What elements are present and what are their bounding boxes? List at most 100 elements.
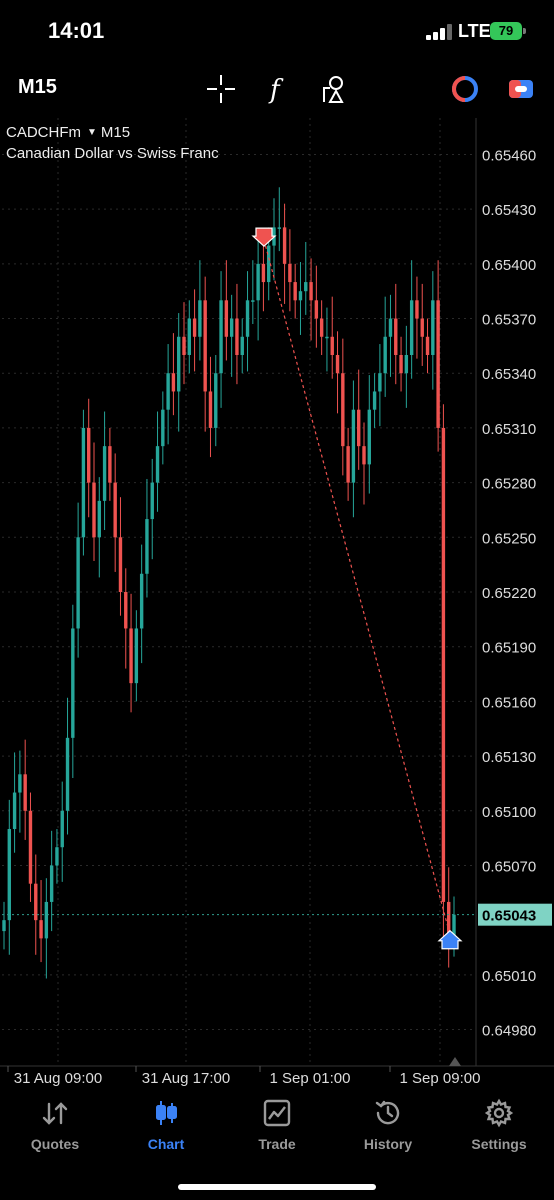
tab-trade[interactable]: Trade — [222, 1098, 332, 1158]
indicators-icon[interactable]: f — [260, 72, 294, 106]
candle-body — [208, 391, 213, 428]
chart-symbol[interactable]: CADCHFm ▼ M15 — [6, 124, 130, 141]
candle-body — [293, 282, 297, 301]
chart-shift-marker-icon — [449, 1057, 461, 1066]
time-tick-label: 1 Sep 09:00 — [400, 1070, 481, 1087]
price-tick-label: 0.65400 — [482, 257, 536, 274]
candle-body — [134, 628, 139, 684]
price-tick-label: 0.65250 — [482, 530, 536, 547]
price-tick-label: 0.65310 — [482, 421, 536, 438]
signal-strength-icon — [426, 24, 454, 40]
candle-body — [330, 336, 334, 355]
candle-body — [378, 373, 382, 392]
candle-body — [447, 901, 451, 939]
objects-icon[interactable] — [316, 72, 350, 106]
candle-body — [409, 300, 414, 355]
quotes-arrows-icon — [42, 1102, 68, 1125]
candle-body — [76, 537, 80, 629]
candle-body — [309, 282, 313, 301]
candle-body — [341, 373, 345, 447]
tab-history[interactable]: History — [333, 1098, 443, 1158]
bottom-tab-bar: Quotes Chart Trade History Settings — [0, 1090, 554, 1200]
candle-body — [113, 482, 117, 538]
tab-quotes[interactable]: Quotes — [0, 1098, 110, 1158]
time-tick-label: 1 Sep 01:00 — [270, 1070, 351, 1087]
chart-canvas[interactable]: 0.65460 0.65430 0.65400 0.65370 0.65340 0.653… — [0, 118, 554, 1088]
timeframe-button[interactable]: M15 — [18, 76, 57, 98]
symbol-timeframe: M15 — [100, 124, 131, 141]
candle-body — [256, 263, 260, 301]
color-scheme-icon[interactable] — [448, 72, 482, 106]
price-tick-label: 0.65070 — [482, 858, 536, 875]
candle-body — [18, 774, 22, 793]
candle-body — [267, 245, 271, 283]
price-tick-label: 0.65430 — [482, 202, 536, 219]
candle-body — [351, 409, 356, 483]
tab-trade-label: Trade — [258, 1136, 296, 1152]
candle-body — [277, 227, 281, 229]
price-tick-label: 0.65280 — [482, 476, 536, 493]
candle-body — [150, 482, 154, 520]
candle-body — [182, 336, 186, 355]
price-tick-label: 0.65010 — [482, 968, 536, 985]
symbol-description: Canadian Dollar vs Swiss Franc — [6, 145, 219, 162]
candle-body — [92, 482, 96, 538]
candle-body — [2, 920, 6, 932]
candle-body — [282, 227, 287, 264]
crosshair-icon[interactable] — [204, 72, 238, 106]
current-price-badge — [478, 903, 552, 926]
battery-icon: 79 — [490, 22, 522, 40]
symbol-caret-icon: ▼ — [87, 127, 97, 138]
tab-chart[interactable]: Chart — [111, 1098, 221, 1158]
svg-text:f: f — [268, 75, 284, 105]
price-tick-label: 0.65160 — [482, 694, 536, 711]
tab-chart-label: Chart — [147, 1136, 185, 1152]
candle-body — [425, 336, 430, 355]
candle-body — [383, 336, 387, 374]
price-chart[interactable]: 0.65460 0.65430 0.65400 0.65370 0.65340 0.653… — [0, 118, 554, 1088]
candle-body — [240, 336, 244, 355]
candle-body — [49, 865, 54, 902]
tab-settings[interactable]: Settings — [444, 1098, 554, 1158]
network-type: LTE — [458, 21, 491, 41]
candle-body — [60, 810, 64, 848]
candle-body — [298, 291, 303, 301]
time-tick-label: 31 Aug 17:00 — [142, 1070, 230, 1087]
candle-body — [304, 282, 308, 292]
candle-body — [155, 446, 160, 483]
candle-body — [28, 810, 33, 884]
trade-chart-icon — [263, 1099, 291, 1127]
candle-body — [251, 300, 255, 302]
candle-body — [108, 446, 112, 483]
price-tick-label: 0.64980 — [482, 1023, 536, 1040]
time-tick-label: 31 Aug 09:00 — [14, 1070, 102, 1087]
candle-body — [44, 901, 49, 939]
candle-body — [171, 373, 176, 392]
candle-body — [362, 446, 366, 465]
price-tick-label: 0.65460 — [482, 147, 536, 164]
trade-toggle-icon[interactable] — [504, 72, 538, 106]
candle-body — [219, 300, 223, 374]
tab-history-label: History — [363, 1136, 413, 1152]
candle-body — [12, 792, 17, 829]
price-tick-label: 0.65190 — [482, 640, 536, 657]
candle-body — [139, 573, 144, 629]
candle-body — [367, 409, 371, 465]
candle-body — [118, 537, 123, 592]
candle-body — [404, 355, 409, 374]
candle-body — [261, 263, 266, 283]
battery-cap — [523, 28, 526, 34]
candle-body — [161, 409, 165, 447]
candle-body — [81, 427, 86, 538]
candle-body — [65, 737, 70, 811]
candle-body — [394, 318, 398, 355]
candle-body — [288, 263, 292, 283]
candle-body — [441, 427, 446, 902]
candle-body — [55, 847, 59, 866]
gear-icon — [484, 1098, 514, 1128]
sell-entry-arrow-icon — [251, 227, 277, 247]
candle-body — [124, 592, 128, 629]
candle-body — [357, 409, 361, 447]
candle-body — [192, 318, 197, 337]
buy-exit-arrow-icon — [437, 929, 463, 950]
